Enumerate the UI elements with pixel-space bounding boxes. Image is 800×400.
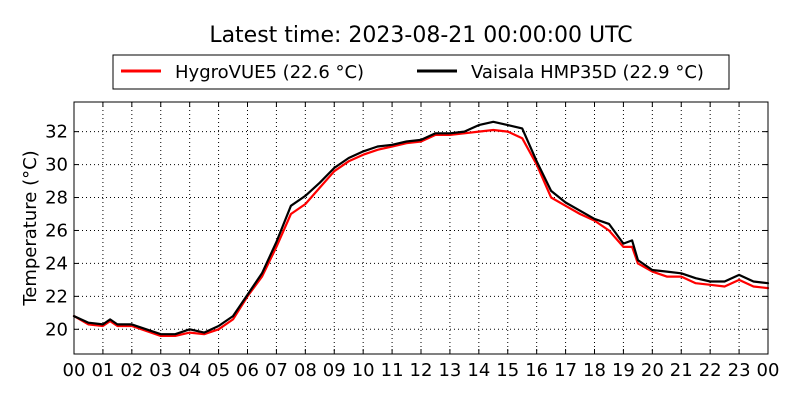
- x-tick-label: 06: [236, 360, 259, 381]
- axis-ticks: [73, 102, 769, 354]
- legend-label-vaisala: Vaisala HMP35D (22.9 °C): [471, 62, 704, 83]
- x-tick-label: 23: [728, 360, 751, 381]
- x-tick-label: 08: [294, 360, 317, 381]
- x-tick-label: 00: [63, 360, 86, 381]
- x-tick-label: 05: [207, 360, 230, 381]
- x-tick-label: 18: [583, 360, 606, 381]
- series-line-vaisala: [72, 120, 770, 336]
- y-tick-labels: 20 22 24 26 28 30 32: [45, 122, 68, 341]
- x-tick-label: 22: [699, 360, 722, 381]
- x-tick-label: 11: [381, 360, 404, 381]
- legend: HygroVUE5 (22.6 °C) Vaisala HMP35D (22.9…: [112, 54, 730, 90]
- x-tick-label: 21: [670, 360, 693, 381]
- x-tick-label: 12: [410, 360, 433, 381]
- series-layer: [72, 120, 770, 337]
- x-tick-label: 13: [438, 360, 461, 381]
- x-tick-label: 09: [323, 360, 346, 381]
- series-line-hygrovue5: [72, 128, 770, 337]
- x-tick-label: 02: [120, 360, 143, 381]
- y-tick-label: 24: [45, 253, 68, 274]
- x-tick-label: 14: [467, 360, 490, 381]
- x-tick-label: 07: [265, 360, 288, 381]
- x-tick-label: 00: [757, 360, 780, 381]
- x-tick-label: 03: [149, 360, 172, 381]
- y-tick-label: 22: [45, 286, 68, 307]
- y-tick-label: 28: [45, 188, 68, 209]
- x-tick-label: 17: [554, 360, 577, 381]
- x-tick-labels: 00 01 02 03 04 05 06 07 08 09 10 11 12 13 14 15 16 17 18 19…: [63, 360, 780, 381]
- x-tick-label: 19: [612, 360, 635, 381]
- y-tick-label: 26: [45, 220, 68, 241]
- x-tick-label: 04: [178, 360, 201, 381]
- legend-label-hygrovue5: HygroVUE5 (22.6 °C): [175, 62, 364, 83]
- y-axis-label: Temperature (°C): [20, 150, 41, 306]
- y-tick-label: 30: [45, 155, 68, 176]
- chart-title: Latest time: 2023-08-21 00:00:00 UTC: [209, 23, 632, 48]
- x-tick-label: 01: [91, 360, 114, 381]
- x-tick-label: 16: [525, 360, 548, 381]
- x-tick-label: 15: [496, 360, 519, 381]
- y-tick-label: 20: [45, 319, 68, 340]
- y-tick-label: 32: [45, 122, 68, 143]
- x-tick-label: 10: [352, 360, 375, 381]
- x-tick-label: 20: [641, 360, 664, 381]
